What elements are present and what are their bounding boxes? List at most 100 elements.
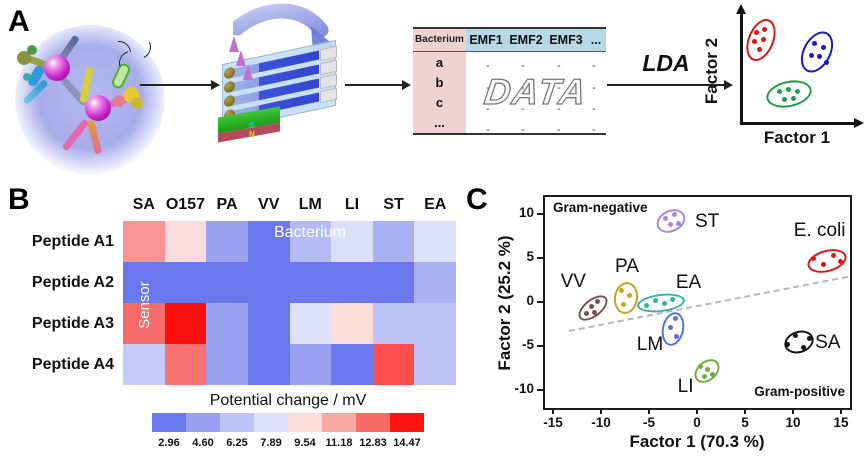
y-tick-mark xyxy=(537,345,543,347)
cluster-dot xyxy=(751,38,757,44)
column-header-label: O157 xyxy=(165,196,205,213)
cluster-dot xyxy=(644,303,650,309)
colorbar xyxy=(152,413,424,432)
x-tick-mark xyxy=(792,408,794,414)
column-header-label: ST xyxy=(383,196,404,213)
colorbar-segment xyxy=(220,413,254,432)
contact-pad xyxy=(320,73,337,90)
cluster-dot xyxy=(627,292,633,298)
cluster-dot xyxy=(838,259,844,265)
peptide-blob xyxy=(27,45,37,55)
x-tick-mark xyxy=(552,408,554,414)
table-placeholder-dot: - xyxy=(592,82,596,94)
heatmap-cell xyxy=(123,303,165,344)
heatmap-cell xyxy=(331,262,373,303)
lda-plot: Gram-negative Gram-positive -15 -10 -5 0 5 10… xyxy=(514,195,852,430)
cluster-label: E. coli xyxy=(793,219,846,241)
cluster-dot xyxy=(753,29,759,35)
x-tick-label: 0 xyxy=(693,415,701,430)
contact-pad xyxy=(320,45,337,62)
colorbar-tick-label: 6.25 xyxy=(226,437,248,449)
cluster-dot xyxy=(761,26,767,32)
x-tick-mark xyxy=(696,408,698,414)
heatmap-cell xyxy=(123,344,165,385)
lda-plot-xlabel: Factor 1 (70.3 %) xyxy=(629,432,765,451)
nanoparticle-sphere xyxy=(44,55,70,81)
colorbar-tick-label: 9.54 xyxy=(294,437,316,449)
table-col-header: EMF3 xyxy=(549,33,583,47)
colorbar-segment xyxy=(390,413,424,432)
heatmap-sensor-overlay: Sensor xyxy=(136,281,153,329)
data-watermark: DATA xyxy=(481,70,591,112)
table-placeholder-dot: - xyxy=(592,124,596,136)
heatmap-cell xyxy=(247,221,290,262)
lda-plot-ylabel: Factor 2 (25.2 %) xyxy=(495,235,514,371)
heatmap-cell xyxy=(164,262,207,303)
mini-x-axis xyxy=(740,122,856,125)
contact-pad xyxy=(320,87,337,104)
cluster-dot xyxy=(811,256,817,262)
x-tick-label: -5 xyxy=(642,415,655,430)
panel-a-label: A xyxy=(8,5,30,38)
heatmap-col-headers: SA O157 PA VV LM LI ST EA xyxy=(123,196,456,214)
heatmap-cell xyxy=(289,221,332,262)
table-corner-header: Bacterium xyxy=(413,29,466,51)
y-tick-label: 10 xyxy=(518,205,534,220)
cluster-dot xyxy=(760,36,766,42)
cluster-dot xyxy=(821,262,827,268)
heatmap-cell xyxy=(206,303,248,344)
contact-pad xyxy=(320,59,337,76)
magnet-pole-n: N xyxy=(249,130,255,139)
cluster-dot xyxy=(808,52,814,58)
colorbar-tick-label: 11.18 xyxy=(325,437,353,449)
colorbar-labels: 2.96 4.60 6.25 7.89 9.54 11.18 12.83 14.47 xyxy=(152,437,424,449)
heatmap-cell xyxy=(123,262,165,303)
heatmap-cell xyxy=(414,262,456,303)
cluster-label: SA xyxy=(815,331,841,353)
cluster-dot xyxy=(785,86,791,92)
x-tick-mark xyxy=(648,408,650,414)
y-tick-mark xyxy=(537,257,543,259)
colorbar-segment xyxy=(356,413,390,432)
heatmap-cell xyxy=(414,221,456,262)
cluster-dot xyxy=(793,333,799,339)
cluster-dot xyxy=(673,333,679,339)
cluster-dot xyxy=(705,367,711,373)
heatmap-cell xyxy=(289,344,332,385)
cluster-dot xyxy=(831,253,837,259)
heatmap-row-headers: Peptide A1 Peptide A2 Peptide A3 Peptide A4 xyxy=(0,221,117,385)
y-tick-label: -5 xyxy=(521,337,534,352)
table-row-header: ... xyxy=(434,115,445,131)
x-tick-label: 15 xyxy=(833,415,849,430)
colorbar-tick-label: 14.47 xyxy=(393,437,421,449)
mini-y-axis xyxy=(740,13,743,124)
mini-plot-ylabel: Factor 2 xyxy=(702,37,721,105)
heatmap-cell xyxy=(331,221,373,262)
x-tick-mark xyxy=(744,408,746,414)
row-header-label: Peptide A1 xyxy=(31,232,114,250)
heatmap-cell xyxy=(206,262,248,303)
cluster-dot xyxy=(672,315,678,321)
cluster-dot xyxy=(790,95,796,101)
table-placeholder-dot: - xyxy=(521,82,525,94)
cluster-dot xyxy=(698,364,704,370)
heatmap-cell xyxy=(289,303,332,344)
heatmap-cell xyxy=(414,344,456,385)
heatmap-cell xyxy=(331,344,373,385)
x-tick-label: -15 xyxy=(543,415,563,430)
cluster-dot xyxy=(710,372,716,378)
row-header-label: Peptide A4 xyxy=(31,355,114,373)
table-header-row: Bacterium EMF1 EMF2 EMF3... xyxy=(413,29,606,52)
heatmap-cell xyxy=(206,221,248,262)
cluster-dot xyxy=(621,301,627,307)
heatmap-cell xyxy=(372,303,415,344)
table-row-header: a xyxy=(435,54,444,70)
droplet-cone xyxy=(229,36,239,52)
arrow-molecule-to-device xyxy=(140,80,220,89)
colorbar-tick-label: 12.83 xyxy=(359,437,387,449)
heatmap-cell xyxy=(331,303,373,344)
heatmap-cell xyxy=(372,344,415,385)
column-header-label: LI xyxy=(344,196,360,213)
table-col-header: EMF1 xyxy=(469,33,503,47)
y-tick-label: 0 xyxy=(526,293,534,308)
